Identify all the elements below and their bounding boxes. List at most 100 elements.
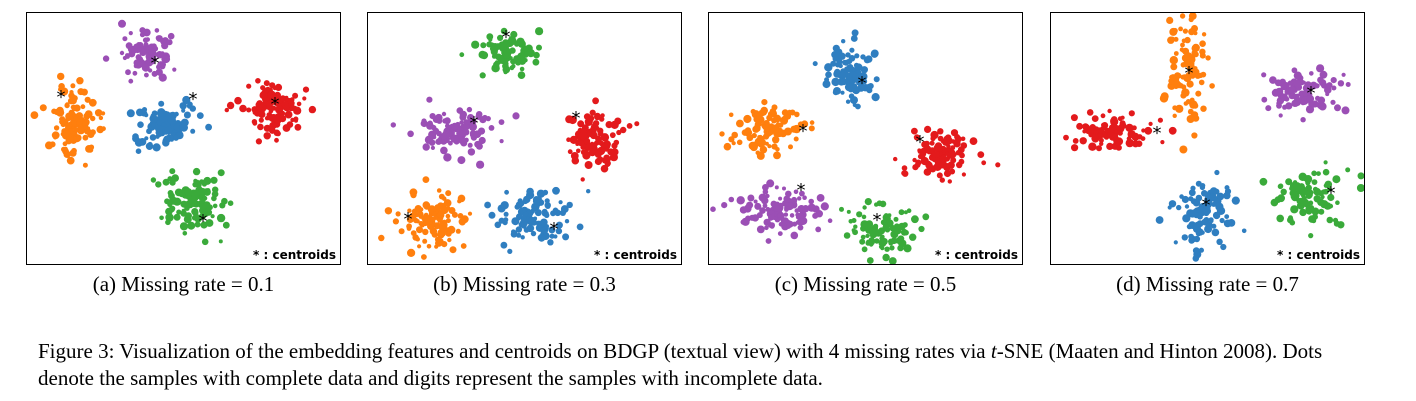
centroid-marker: * <box>1153 123 1162 144</box>
data-point <box>1181 234 1188 241</box>
data-point <box>302 86 310 93</box>
data-point <box>503 40 511 48</box>
data-point <box>196 112 204 119</box>
data-point <box>762 189 769 195</box>
data-point <box>422 143 430 151</box>
data-point <box>769 210 774 215</box>
data-point <box>855 103 861 110</box>
data-point <box>406 226 412 231</box>
data-point <box>434 204 441 210</box>
data-point <box>589 131 598 140</box>
data-point <box>777 213 782 218</box>
centroid-marker: * <box>502 27 511 48</box>
data-point <box>1180 92 1187 99</box>
data-point <box>66 156 75 165</box>
data-point <box>1172 79 1181 87</box>
data-point <box>723 142 732 151</box>
data-point <box>851 29 859 37</box>
data-point <box>75 112 83 120</box>
data-point <box>512 112 520 120</box>
data-point <box>919 150 927 158</box>
data-point <box>459 52 465 58</box>
data-point <box>1299 208 1307 217</box>
data-point <box>1291 67 1298 74</box>
caption-a: (a) Missing rate = 0.1 <box>92 272 275 296</box>
data-point <box>491 54 497 59</box>
data-point <box>189 105 196 112</box>
data-point <box>426 96 433 103</box>
data-point <box>467 148 476 156</box>
data-point <box>459 130 465 137</box>
data-point <box>167 115 176 125</box>
data-point <box>378 234 385 242</box>
data-point <box>755 150 761 156</box>
data-point <box>279 95 287 102</box>
data-point <box>1157 117 1163 123</box>
data-point <box>210 214 215 219</box>
data-point <box>832 89 839 96</box>
data-point <box>1317 76 1324 84</box>
data-point <box>159 215 164 221</box>
data-point <box>765 207 771 212</box>
data-point <box>1345 82 1351 87</box>
data-point <box>421 118 427 124</box>
data-point <box>792 201 797 206</box>
data-point <box>1196 228 1204 236</box>
scatter-plot-a: * * * * * <box>30 19 317 246</box>
data-point <box>1309 71 1314 76</box>
data-point <box>101 126 106 132</box>
data-point <box>469 120 476 126</box>
data-point <box>98 115 104 121</box>
data-point <box>1341 72 1346 77</box>
data-point <box>1099 141 1104 146</box>
data-point <box>171 174 179 182</box>
data-point <box>1167 84 1173 89</box>
data-point <box>937 146 943 152</box>
data-point <box>933 162 942 171</box>
data-point <box>1289 186 1294 191</box>
data-point <box>1188 189 1196 197</box>
data-point <box>764 123 772 131</box>
data-point <box>478 136 486 145</box>
data-point <box>390 122 396 128</box>
data-point <box>836 58 843 65</box>
data-point <box>1216 238 1223 245</box>
data-point <box>534 209 542 217</box>
data-point <box>284 95 289 100</box>
data-point <box>856 211 863 218</box>
data-point <box>255 78 261 84</box>
data-point <box>917 148 922 153</box>
data-point <box>441 111 447 117</box>
data-point <box>797 196 802 201</box>
data-point <box>449 246 457 254</box>
data-point <box>471 40 480 49</box>
data-point <box>125 42 133 50</box>
data-point <box>544 225 549 231</box>
data-point <box>1176 204 1182 211</box>
panel-a: * * * * * * : centroids <box>26 12 341 265</box>
data-point <box>784 127 792 136</box>
data-point <box>69 90 74 95</box>
data-point <box>102 55 110 62</box>
data-point <box>859 72 868 81</box>
data-point <box>736 119 744 128</box>
data-point <box>1195 90 1202 97</box>
data-point <box>816 194 825 202</box>
data-point <box>125 69 131 76</box>
data-point <box>922 213 930 221</box>
data-point <box>626 123 633 129</box>
data-point <box>764 225 769 231</box>
data-point <box>812 212 819 219</box>
data-point <box>777 231 783 237</box>
data-point <box>530 230 537 237</box>
data-point <box>1187 108 1194 115</box>
data-point <box>432 135 437 140</box>
data-point <box>773 139 778 144</box>
data-point <box>142 37 149 43</box>
data-point <box>163 130 169 135</box>
data-point <box>613 139 620 146</box>
data-point <box>1306 95 1315 103</box>
data-point <box>774 185 779 190</box>
data-point <box>518 209 523 214</box>
data-point <box>448 207 456 214</box>
